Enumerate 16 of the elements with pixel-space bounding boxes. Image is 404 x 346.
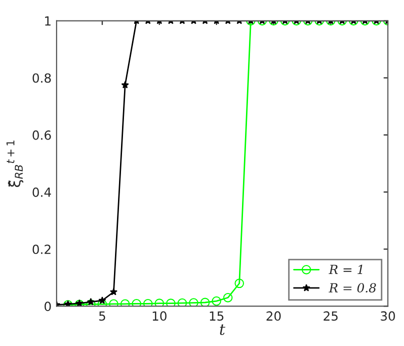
- x-tick-label: 20: [266, 311, 281, 321]
- legend-label: R = 0.8: [328, 283, 376, 293]
- x-tick-label: 15: [210, 311, 224, 321]
- y-tick-label: 0.4: [32, 188, 51, 197]
- y-tick-label: 1: [45, 16, 51, 26]
- y-axis-title: ξ̂$_{RB}$$^{t+1}$: [6, 140, 24, 187]
- x-tick-label: 10: [152, 311, 166, 321]
- x-tick-label: 30: [380, 311, 395, 321]
- x-axis-title: t: [220, 324, 226, 335]
- y-tick-label: 0.8: [32, 73, 51, 83]
- y-tick-label: 0.2: [32, 244, 50, 254]
- y-tick-label: 0: [44, 302, 51, 312]
- x-tick-label: 5: [99, 311, 106, 321]
- y-tick-label: 0.6: [32, 130, 51, 140]
- legend-label: R = 1: [328, 264, 362, 274]
- x-tick-label: 25: [324, 311, 338, 321]
